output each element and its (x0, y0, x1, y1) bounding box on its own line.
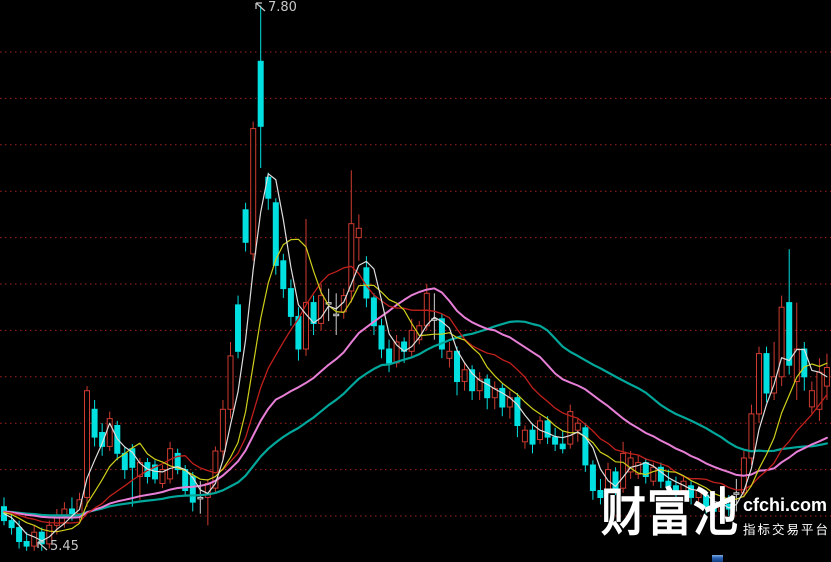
candle (688, 481, 694, 505)
candle (756, 346, 762, 424)
candle (23, 532, 30, 551)
candle (642, 458, 649, 484)
candle (204, 478, 211, 526)
candle (174, 448, 181, 475)
ma-line-teal (2, 320, 829, 517)
candle (461, 362, 468, 391)
candle (121, 446, 128, 479)
watermark: 财富池 cfchi.com 指标交易平台 (601, 483, 831, 543)
candle (159, 465, 166, 489)
candle (91, 400, 98, 447)
candle (333, 293, 340, 335)
candle (763, 346, 770, 403)
candle (355, 214, 362, 261)
candle (627, 451, 634, 479)
candle (99, 423, 106, 456)
candle (710, 495, 717, 519)
candle (506, 390, 513, 419)
candle (129, 444, 136, 507)
candle (167, 441, 174, 484)
candle (778, 295, 785, 387)
low-price-annotation: 5.45 (36, 539, 79, 554)
candle (257, 5, 264, 168)
candle (499, 383, 506, 417)
candle (521, 425, 528, 449)
candle (612, 467, 619, 496)
candle (816, 358, 823, 421)
candle (733, 478, 740, 512)
candle (476, 372, 483, 400)
ma-line-yellow (3, 238, 828, 533)
candle (446, 342, 453, 368)
candle (514, 393, 521, 438)
candle (378, 318, 385, 359)
candle (212, 446, 219, 493)
candle (597, 478, 604, 505)
candle (280, 253, 287, 298)
candle (84, 386, 90, 507)
candle (287, 279, 294, 326)
candle (38, 527, 45, 551)
candle (386, 339, 393, 373)
up-left-arrow-icon (37, 541, 48, 551)
candle (529, 423, 536, 454)
candle (348, 170, 355, 303)
candle (589, 460, 596, 500)
candle (469, 365, 476, 400)
candle (250, 121, 257, 261)
watermark-domain: cfchi.com (743, 495, 828, 515)
candle (227, 342, 234, 419)
candle (31, 525, 38, 551)
candle (272, 198, 279, 275)
taskbar-icon-fragment[interactable] (712, 555, 723, 562)
watermark-tagline: 指标交易平台 (743, 522, 831, 537)
candle (235, 295, 241, 359)
high-price-label: 7.80 (268, 0, 297, 15)
candle (454, 346, 460, 396)
candle (106, 411, 113, 451)
candle (672, 476, 679, 498)
candle (484, 374, 491, 410)
candle (491, 381, 498, 410)
candle (219, 400, 226, 461)
candle (635, 455, 642, 479)
candle (408, 318, 415, 359)
candle (370, 293, 377, 335)
candle (786, 249, 793, 375)
candle (242, 202, 249, 252)
candle (808, 381, 815, 414)
ma-line-red (3, 265, 828, 524)
candles (1, 5, 830, 551)
candle (265, 172, 272, 210)
watermark-brand: 财富池 (601, 483, 740, 543)
low-price-label: 5.45 (50, 539, 79, 554)
candle (559, 430, 566, 454)
candle (620, 441, 627, 493)
candle (567, 404, 574, 449)
candle (665, 469, 672, 491)
ma-line-magenta (3, 287, 828, 519)
candle (552, 427, 559, 451)
candle (771, 342, 778, 400)
high-price-annotation: 7.80 (254, 0, 297, 15)
ma-line-white (3, 173, 828, 542)
candle (8, 511, 15, 535)
candle (582, 423, 589, 472)
candle (748, 404, 755, 465)
up-left-arrow-icon (255, 2, 266, 12)
candle (303, 219, 309, 356)
candle (574, 418, 581, 442)
candle (295, 307, 302, 361)
candle (310, 295, 317, 335)
candle (544, 416, 551, 445)
